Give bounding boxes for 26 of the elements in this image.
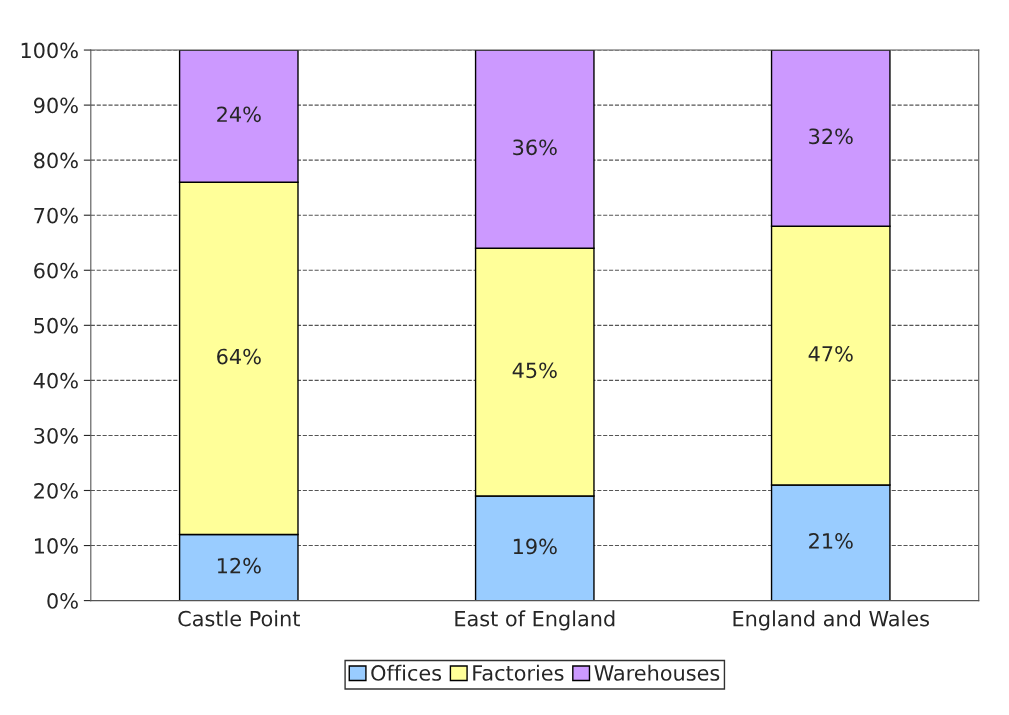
legend-label: Offices xyxy=(371,664,442,681)
y-tick-label: 90% xyxy=(34,97,78,114)
y-tick-label: 100% xyxy=(21,42,78,59)
data-label: 19% xyxy=(513,538,557,555)
y-tick-label: 80% xyxy=(34,152,78,169)
x-tick-label: England and Wales xyxy=(733,610,929,631)
x-tick-label: East of England xyxy=(455,610,615,631)
data-label: 47% xyxy=(808,345,853,362)
y-tick-label: 0% xyxy=(47,593,78,609)
data-label: 36% xyxy=(513,139,557,156)
y-tick-label: 20% xyxy=(34,482,78,499)
data-label: 12% xyxy=(217,557,261,574)
data-label: 24% xyxy=(217,106,261,123)
data-label: 32% xyxy=(809,128,853,145)
y-tick-label: 50% xyxy=(34,317,78,334)
y-tick-label: 70% xyxy=(34,207,78,224)
data-label: 21% xyxy=(809,533,853,549)
legend-label: Warehouses xyxy=(594,664,720,681)
y-tick-label: 30% xyxy=(34,427,78,444)
data-label: 45% xyxy=(512,362,557,379)
x-tick-label: Castle Point xyxy=(178,610,300,627)
legend-label: Factories xyxy=(473,664,564,681)
y-tick-label: 40% xyxy=(33,372,78,389)
y-tick-label: 10% xyxy=(34,538,78,554)
y-tick-label: 60% xyxy=(34,262,78,279)
data-label: 64% xyxy=(217,348,261,365)
